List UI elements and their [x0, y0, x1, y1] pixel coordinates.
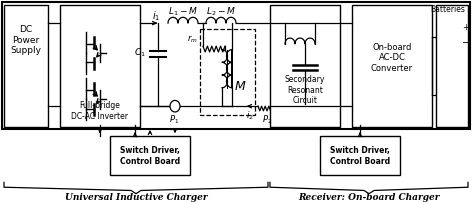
Text: $i_1$: $i_1$	[152, 9, 160, 23]
Bar	[436, 5, 468, 127]
Text: −: −	[462, 38, 470, 48]
Text: Receiver: On-board Charger: Receiver: On-board Charger	[298, 193, 440, 202]
Text: $r_m$: $r_m$	[187, 34, 198, 45]
Bar	[60, 5, 140, 127]
Bar	[200, 29, 255, 115]
Text: +: +	[462, 23, 469, 32]
Text: $L_1 - M$: $L_1 - M$	[168, 5, 198, 18]
Bar	[110, 136, 190, 176]
Text: On-board
AC-DC
Converter: On-board AC-DC Converter	[371, 43, 413, 73]
Text: Batteries: Batteries	[430, 5, 465, 14]
Text: DC
Power
Supply: DC Power Supply	[10, 25, 42, 55]
Text: $C_1$: $C_1$	[134, 47, 146, 59]
Text: $P_2$: $P_2$	[262, 114, 272, 126]
Text: Secondary
Resonant
Circuit: Secondary Resonant Circuit	[285, 75, 325, 105]
Text: Switch Driver,
Control Board: Switch Driver, Control Board	[120, 146, 180, 165]
Bar	[352, 5, 432, 127]
Bar	[2, 2, 470, 129]
Circle shape	[170, 100, 180, 112]
Bar	[4, 5, 48, 127]
Text: Switch Driver,
Control Board: Switch Driver, Control Board	[330, 146, 390, 165]
Bar	[270, 5, 340, 127]
Text: $M$: $M$	[234, 80, 246, 93]
Text: $L_2 - M$: $L_2 - M$	[206, 5, 236, 18]
Text: Universal Inductive Charger: Universal Inductive Charger	[64, 193, 207, 202]
Text: Full-bridge
DC-AC Inverter: Full-bridge DC-AC Inverter	[72, 101, 128, 121]
Text: $i_2$: $i_2$	[246, 109, 254, 122]
Bar	[320, 136, 400, 176]
Text: $P_1$: $P_1$	[169, 114, 179, 126]
